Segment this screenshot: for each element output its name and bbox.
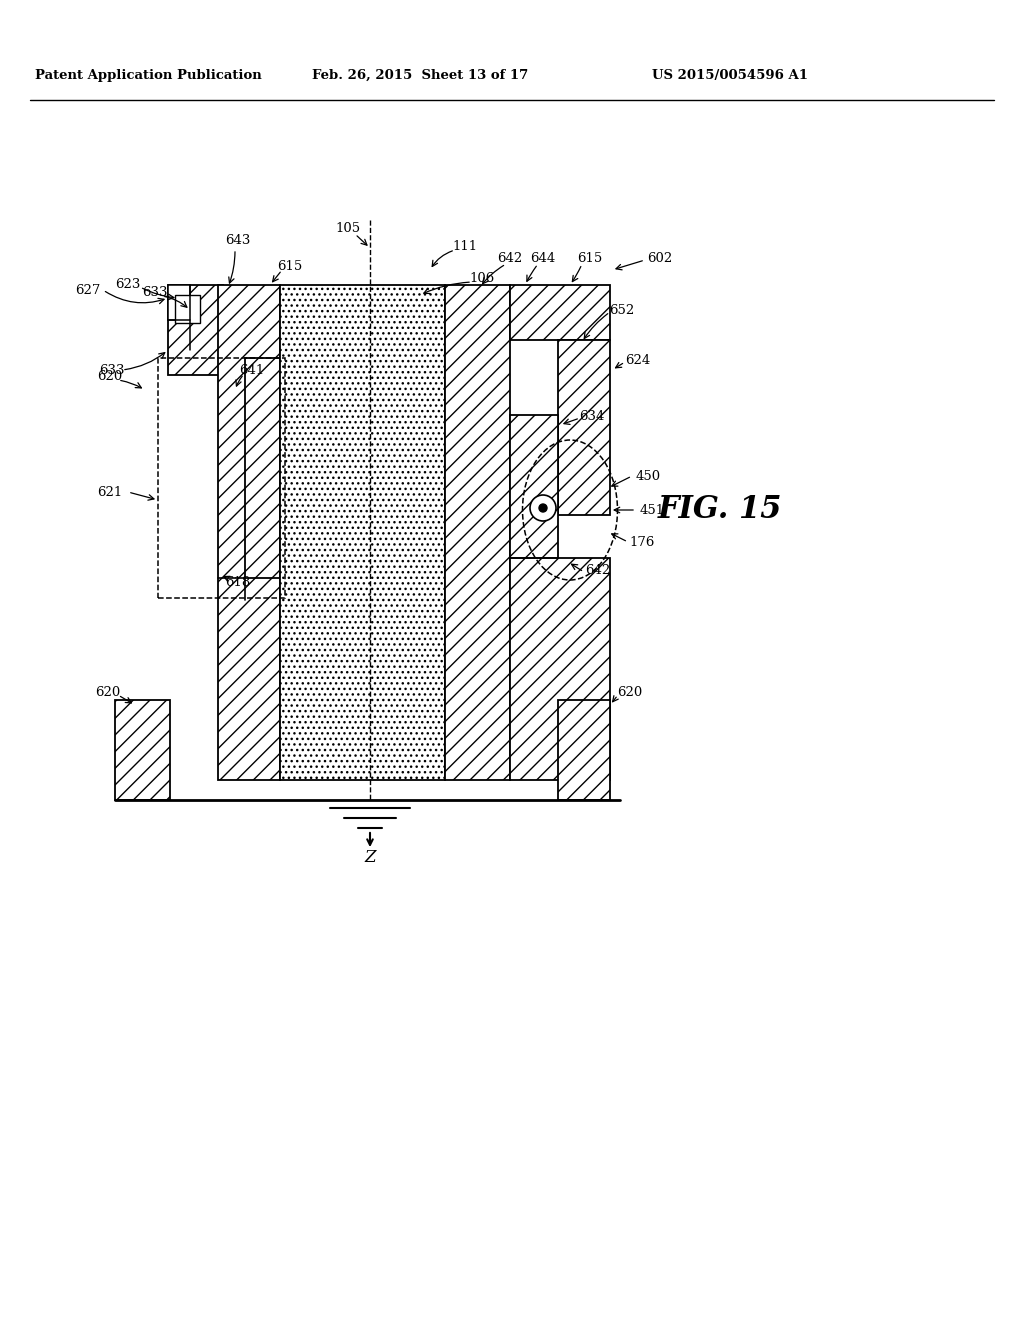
Text: 633: 633: [99, 363, 125, 376]
Text: 176: 176: [630, 536, 654, 549]
Text: 615: 615: [278, 260, 303, 272]
Text: Patent Application Publication: Patent Application Publication: [35, 69, 261, 82]
Bar: [558, 700, 610, 800]
Text: 643: 643: [225, 235, 251, 248]
Text: 620: 620: [97, 370, 123, 383]
Text: 451: 451: [639, 503, 665, 516]
Text: Feb. 26, 2015  Sheet 13 of 17: Feb. 26, 2015 Sheet 13 of 17: [312, 69, 528, 82]
Bar: [158, 358, 285, 598]
Bar: [510, 414, 558, 590]
Text: 620: 620: [95, 686, 121, 700]
Text: 633: 633: [142, 285, 168, 298]
Text: 627: 627: [76, 284, 100, 297]
Text: 624: 624: [626, 354, 650, 367]
Bar: [510, 285, 610, 341]
Text: 644: 644: [530, 252, 556, 264]
Bar: [218, 285, 280, 780]
Text: 615: 615: [578, 252, 603, 264]
Text: 642: 642: [498, 252, 522, 264]
Text: 111: 111: [453, 239, 477, 252]
Bar: [280, 285, 445, 780]
Text: 634: 634: [580, 409, 605, 422]
Text: FIG. 15: FIG. 15: [657, 495, 782, 525]
Bar: [175, 294, 200, 323]
Bar: [245, 358, 280, 578]
Text: 106: 106: [469, 272, 495, 285]
Text: 105: 105: [336, 222, 360, 235]
Text: 642: 642: [586, 564, 610, 577]
Text: 618: 618: [225, 576, 251, 589]
Bar: [168, 285, 190, 319]
Text: 623: 623: [116, 277, 140, 290]
Text: 450: 450: [636, 470, 660, 483]
Bar: [445, 285, 510, 780]
Text: US 2015/0054596 A1: US 2015/0054596 A1: [652, 69, 808, 82]
Text: 641: 641: [240, 363, 264, 376]
Bar: [168, 285, 223, 375]
Text: Z: Z: [365, 850, 376, 866]
Bar: [510, 558, 610, 780]
Text: 652: 652: [609, 304, 635, 317]
Circle shape: [539, 504, 547, 512]
Bar: [115, 700, 170, 800]
Circle shape: [530, 495, 556, 521]
Text: 621: 621: [97, 486, 123, 499]
Text: 602: 602: [647, 252, 673, 264]
Text: 620: 620: [617, 686, 643, 700]
Bar: [558, 341, 610, 515]
